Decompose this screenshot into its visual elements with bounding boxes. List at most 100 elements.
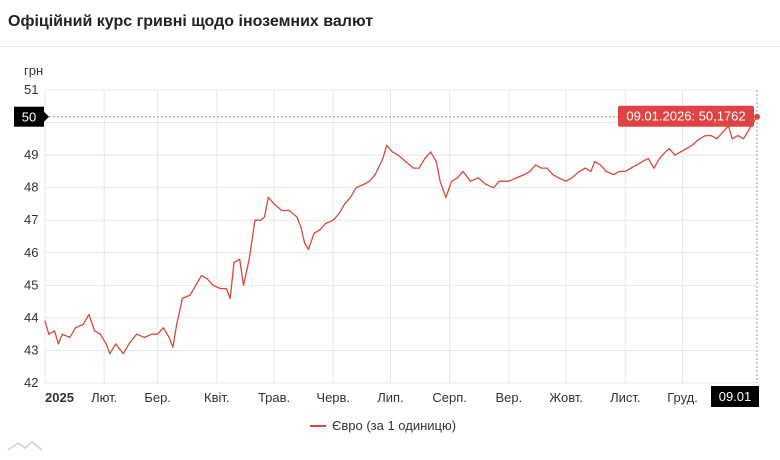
data-point bbox=[508, 180, 510, 182]
x-tick-label: Квіт. bbox=[204, 390, 230, 405]
data-point bbox=[332, 219, 334, 221]
data-point bbox=[668, 148, 670, 150]
data-point bbox=[168, 336, 170, 338]
data-point bbox=[456, 177, 458, 179]
data-point bbox=[386, 144, 388, 146]
data-point bbox=[590, 170, 592, 172]
x-tick-label: Трав. bbox=[258, 390, 290, 405]
data-point bbox=[157, 333, 159, 335]
value-tooltip bbox=[618, 105, 754, 127]
data-point bbox=[565, 180, 567, 182]
legend[interactable]: Євро (за 1 одиницю) bbox=[310, 418, 456, 433]
data-point bbox=[300, 226, 302, 228]
data-point bbox=[470, 180, 472, 182]
data-point bbox=[613, 174, 615, 176]
data-point bbox=[439, 180, 441, 182]
data-point bbox=[594, 161, 596, 163]
data-point bbox=[430, 151, 432, 153]
data-point bbox=[233, 261, 235, 264]
legend-label: Євро (за 1 одиницю) bbox=[332, 418, 457, 433]
data-point bbox=[435, 161, 437, 163]
x-tick-label: Лист. bbox=[610, 390, 640, 405]
y-tick-label: 44 bbox=[24, 310, 38, 325]
data-point bbox=[485, 183, 487, 185]
data-point bbox=[344, 203, 346, 205]
data-point bbox=[552, 174, 554, 176]
data-point bbox=[647, 157, 649, 159]
data-point bbox=[571, 177, 573, 179]
data-point bbox=[374, 174, 376, 176]
x-tick-label: Вер. bbox=[495, 390, 522, 405]
data-point bbox=[523, 174, 525, 176]
x-tick-label: Жовт. bbox=[549, 390, 583, 405]
data-point bbox=[418, 167, 420, 169]
data-point bbox=[493, 187, 495, 189]
data-point bbox=[313, 232, 315, 234]
data-point bbox=[704, 135, 707, 137]
y-tick-label: 43 bbox=[24, 342, 38, 357]
data-point bbox=[424, 157, 426, 159]
data-point bbox=[540, 167, 542, 169]
data-point bbox=[546, 167, 548, 169]
data-point bbox=[338, 213, 340, 215]
data-point bbox=[368, 180, 371, 182]
y-tick-label: 45 bbox=[24, 277, 38, 292]
data-point bbox=[212, 284, 214, 286]
data-point bbox=[88, 314, 90, 316]
data-point bbox=[674, 154, 676, 156]
data-point bbox=[515, 177, 518, 179]
data-point bbox=[229, 297, 231, 299]
data-point bbox=[281, 209, 283, 212]
data-point bbox=[325, 222, 327, 225]
data-point bbox=[451, 180, 453, 182]
data-point bbox=[172, 346, 174, 348]
data-point bbox=[200, 275, 203, 277]
crosshair-y-badge bbox=[14, 106, 44, 127]
data-point bbox=[680, 151, 682, 153]
chart-header: Офіційний курс гривні щодо іноземних вал… bbox=[0, 0, 780, 47]
data-point bbox=[382, 157, 384, 159]
data-point bbox=[195, 284, 197, 286]
data-point bbox=[136, 333, 138, 335]
data-point bbox=[529, 170, 531, 172]
y-tick-label: 46 bbox=[24, 245, 38, 260]
data-point bbox=[288, 209, 290, 212]
data-point bbox=[445, 196, 447, 198]
data-point bbox=[624, 170, 626, 172]
data-point bbox=[151, 333, 153, 335]
crosshair-y-arrow bbox=[44, 111, 49, 122]
data-point bbox=[743, 138, 745, 140]
data-point bbox=[82, 323, 84, 325]
data-point bbox=[691, 144, 693, 146]
data-point bbox=[109, 353, 111, 355]
data-point bbox=[74, 327, 77, 329]
grid bbox=[44, 89, 757, 384]
data-point bbox=[296, 216, 298, 218]
data-point bbox=[44, 320, 46, 322]
data-point bbox=[599, 164, 602, 166]
data-point bbox=[220, 288, 222, 290]
data-point bbox=[355, 187, 357, 189]
x-tick-label: Бер. bbox=[144, 390, 171, 405]
data-point bbox=[578, 170, 581, 172]
data-point bbox=[716, 138, 718, 140]
crosshair-x-badge bbox=[711, 386, 759, 407]
data-point bbox=[122, 353, 124, 355]
data-point bbox=[653, 167, 655, 169]
y-tick-label: 42 bbox=[24, 375, 38, 390]
data-point bbox=[307, 248, 309, 251]
data-point bbox=[162, 327, 164, 329]
data-point bbox=[630, 167, 632, 169]
data-point bbox=[731, 138, 733, 140]
data-point bbox=[363, 183, 365, 185]
data-point bbox=[605, 170, 607, 172]
data-point bbox=[584, 167, 586, 169]
crosshair-overlay: 50 09.01 09.01.2026: 50,1762 bbox=[14, 90, 760, 407]
crosshair-x-label: 09.01 bbox=[719, 389, 752, 404]
data-point bbox=[557, 177, 560, 179]
data-point bbox=[206, 278, 208, 280]
y-tick-label: 47 bbox=[24, 212, 38, 227]
data-point bbox=[659, 157, 661, 159]
logo-mountain-icon bbox=[7, 441, 43, 451]
